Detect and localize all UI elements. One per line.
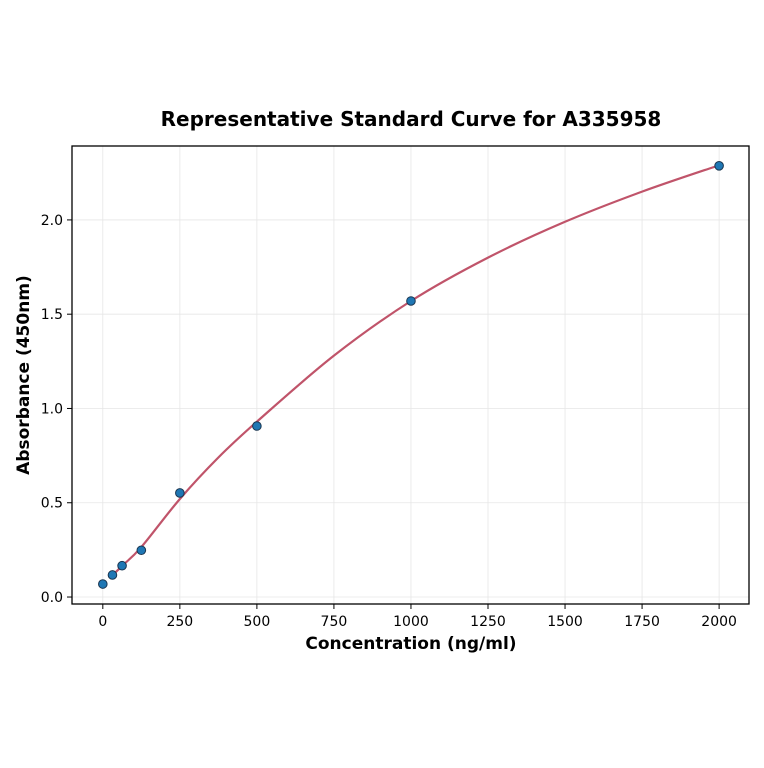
chart-title: Representative Standard Curve for A33595…	[161, 107, 662, 131]
y-tick-label: 1.0	[41, 401, 63, 417]
y-tick-label: 1.5	[41, 307, 63, 323]
x-tick-label: 2000	[701, 614, 737, 630]
data-point	[107, 570, 118, 580]
x-tick-label: 1000	[393, 614, 429, 630]
y-tick-label: 2.0	[41, 213, 63, 229]
fit-curve	[111, 164, 720, 577]
x-tick-label: 500	[244, 614, 271, 630]
data-point	[175, 488, 185, 498]
plot-frame	[71, 145, 750, 605]
data-point	[406, 296, 416, 306]
data-point	[136, 545, 147, 556]
x-tick-label: 1250	[470, 614, 506, 630]
x-tick-label: 1750	[624, 614, 660, 630]
y-tick-label: 0.5	[41, 496, 63, 512]
y-tick-label: 0.0	[41, 590, 63, 606]
x-ticks: 0 250 500 750 1000 1250 1500 1750 2000	[98, 604, 737, 630]
x-axis-label: Concentration (ng/ml)	[305, 634, 516, 654]
data-point	[117, 560, 127, 571]
fit-curve-group	[111, 164, 720, 577]
grid	[72, 146, 749, 604]
x-tick-label: 750	[321, 614, 348, 630]
data-point	[252, 421, 262, 431]
data-point	[98, 579, 108, 589]
x-tick-label: 1500	[547, 614, 583, 630]
x-tick-label: 250	[166, 614, 193, 630]
y-ticks: 0.0 0.5 1.0 1.5 2.0	[41, 213, 72, 606]
x-tick-label: 0	[98, 614, 107, 630]
data-point	[714, 160, 724, 171]
data-points	[98, 160, 724, 589]
y-axis-label: Absorbance (450nm)	[14, 275, 34, 475]
